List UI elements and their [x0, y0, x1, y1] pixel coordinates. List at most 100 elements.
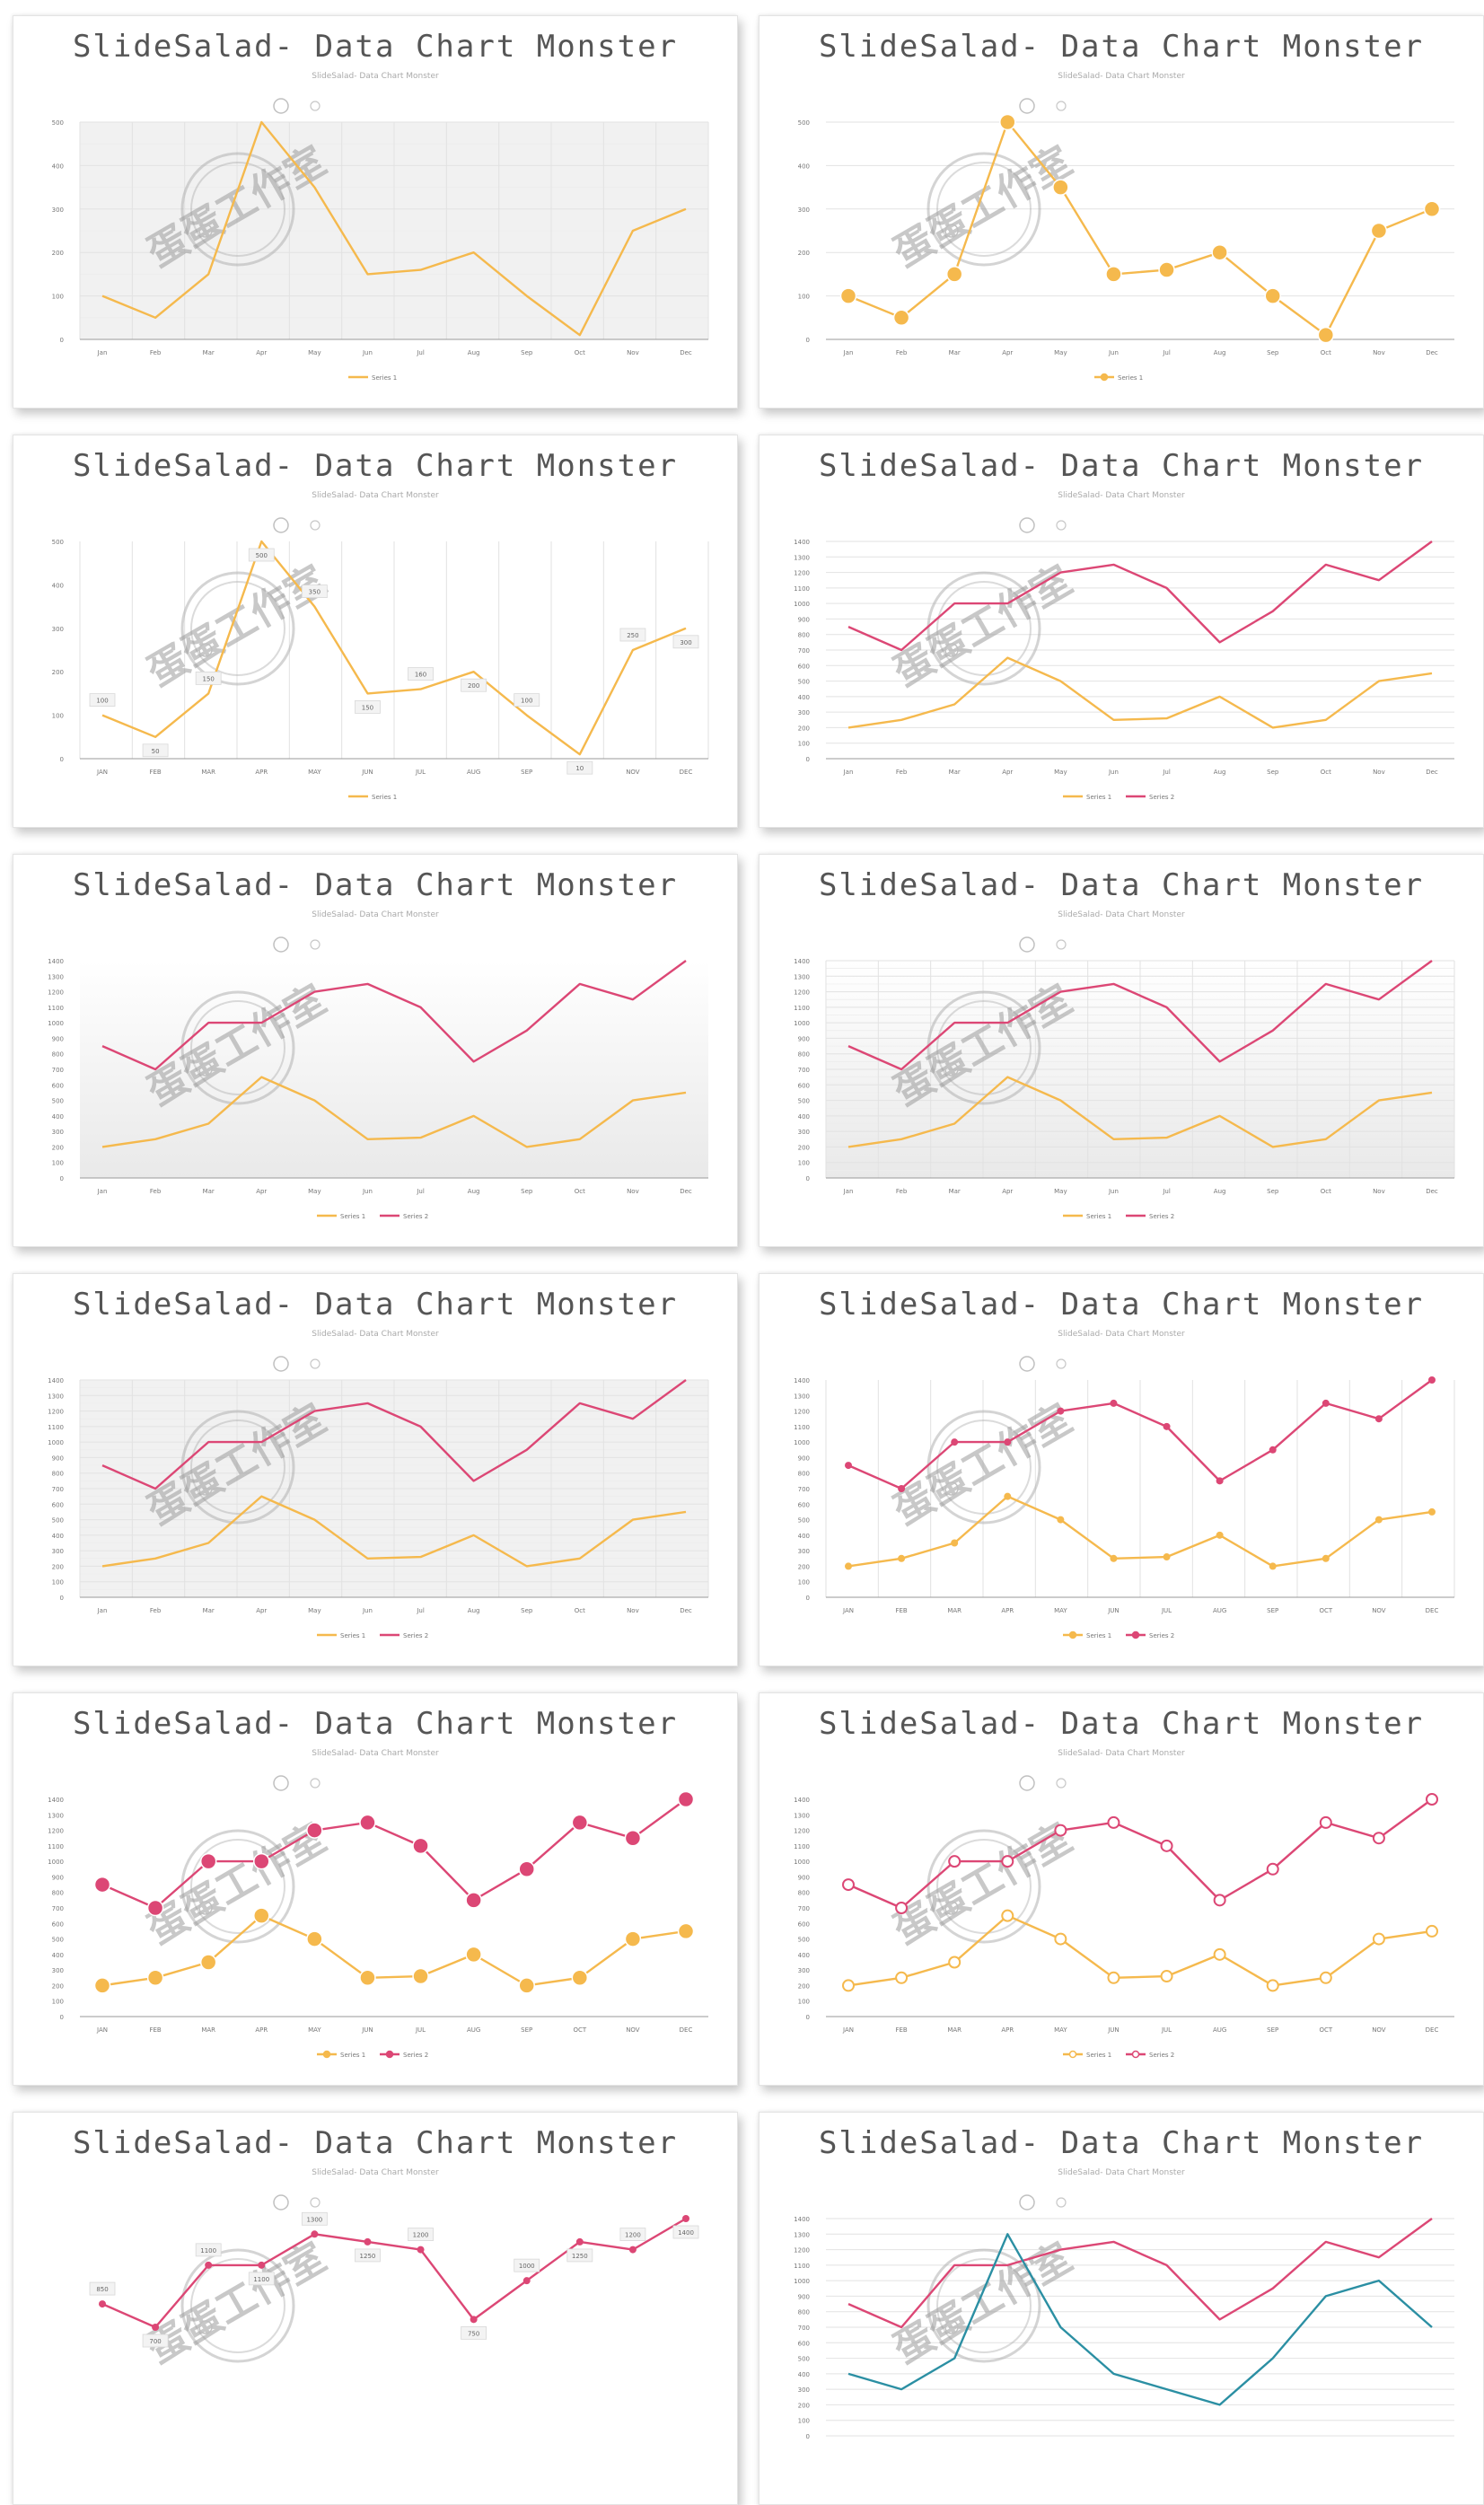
x-tick-label: Dec — [680, 349, 692, 356]
x-tick-label: Nov — [1373, 1188, 1385, 1195]
x-tick-label: MAY — [308, 2026, 321, 2034]
y-tick-label: 1000 — [48, 1859, 64, 1866]
data-point — [624, 1930, 642, 1947]
y-tick-label: 600 — [798, 1082, 810, 1089]
series-line — [101, 1495, 687, 1568]
y-tick-label: 1000 — [794, 601, 810, 608]
data-label: 300 — [680, 639, 691, 646]
x-tick-label: Jun — [1108, 1188, 1119, 1195]
y-tick-label: 900 — [52, 1874, 64, 1881]
y-tick-label: 500 — [798, 2356, 810, 2363]
data-label: 10 — [575, 765, 584, 772]
data-label: 1100 — [253, 2276, 269, 2283]
data-point — [1110, 1554, 1118, 1562]
x-tick-label: NOV — [1372, 1607, 1386, 1614]
data-point — [1216, 1531, 1224, 1539]
data-point — [412, 1837, 429, 1855]
data-label-box — [619, 628, 646, 642]
line-chart: 0 100 200 300 400 500 JAN FEB MAR APR MAY JUN JUL AUG… — [52, 517, 709, 801]
data-label-box — [301, 2211, 328, 2226]
data-label-box — [248, 548, 275, 562]
x-tick-label: May — [308, 349, 321, 356]
watermark-dot — [273, 1356, 289, 1372]
x-tick-label: JUN — [361, 2026, 373, 2034]
series-line — [847, 1076, 1433, 1148]
data-point — [571, 1814, 589, 1832]
y-tick-label: 1300 — [48, 1812, 64, 1819]
y-tick-label: 100 — [798, 2418, 810, 2425]
y-tick-label: 700 — [52, 1067, 64, 1074]
y-tick-label: 1100 — [48, 1005, 64, 1012]
line-chart: 0 100 200 300 400 500 600 700 800 900 1000 1100 1200… — [48, 936, 708, 1220]
data-point — [1052, 179, 1069, 196]
data-point — [93, 1977, 111, 1994]
x-tick-label: Jan — [843, 1188, 854, 1195]
data-label-box — [408, 2228, 434, 2241]
data-point — [1372, 1832, 1385, 1845]
y-tick-label: 500 — [798, 119, 810, 127]
watermark-seal: 蛋蛋工作室 — [886, 2194, 1080, 2373]
x-tick-label: Jul — [1162, 769, 1171, 776]
watermark-dot — [1019, 98, 1035, 114]
chart-title: SlideSalad- Data Chart Monster — [818, 448, 1425, 484]
x-tick-label: Mar — [203, 1188, 215, 1195]
x-tick-label: May — [308, 1607, 321, 1614]
x-tick-label: Jul — [416, 349, 425, 356]
watermark-dot — [273, 936, 289, 953]
x-tick-label: DEC — [680, 769, 693, 776]
data-point — [1266, 1979, 1279, 1992]
data-point — [1057, 1516, 1065, 1524]
x-tick-label: Jan — [97, 1188, 108, 1195]
series-line — [101, 960, 687, 1071]
data-label-box — [566, 2248, 593, 2263]
data-point — [258, 2261, 266, 2269]
x-tick-label: Sep — [521, 1607, 533, 1614]
y-tick-label: 1400 — [48, 1797, 64, 1804]
y-tick-label: 300 — [798, 709, 810, 716]
x-tick-label: Sep — [1267, 349, 1279, 356]
data-point — [1428, 1376, 1436, 1384]
data-point — [575, 2237, 584, 2246]
data-label-box — [566, 760, 593, 775]
data-label: 200 — [468, 682, 479, 690]
x-tick-label: Oct — [1321, 1188, 1331, 1195]
y-tick-label: 600 — [52, 1920, 64, 1928]
x-tick-label: Apr — [256, 1188, 267, 1195]
y-tick-label: 200 — [798, 250, 810, 257]
data-point — [199, 1852, 217, 1870]
legend-marker — [1100, 373, 1109, 382]
watermark-seal: 蛋蛋工作室 — [886, 517, 1080, 696]
y-tick-label: 0 — [806, 756, 810, 763]
watermark-ring — [180, 1410, 295, 1525]
data-point — [1423, 200, 1441, 218]
y-tick-label: 100 — [52, 1160, 64, 1167]
watermark-ring — [926, 571, 1041, 686]
watermark-dot — [1056, 520, 1067, 531]
y-tick-label: 300 — [52, 207, 64, 214]
legend-label: Series 1 — [340, 1213, 365, 1220]
chart-subtitle: SlideSalad- Data Chart Monster — [1058, 491, 1185, 500]
data-point — [152, 2324, 160, 2331]
legend-label: Series 1 — [340, 2052, 365, 2059]
x-tick-label: Aug — [1214, 1188, 1226, 1195]
chart-subtitle: SlideSalad- Data Chart Monster — [312, 491, 439, 500]
series-line — [101, 1076, 687, 1148]
data-point — [999, 113, 1016, 131]
y-tick-label: 700 — [52, 1486, 64, 1493]
x-tick-label: Jul — [1162, 1188, 1171, 1195]
x-tick-label: Apr — [1002, 769, 1013, 776]
data-point — [412, 1967, 429, 1985]
x-tick-label: Jun — [1108, 769, 1119, 776]
x-tick-label: JAN — [842, 1607, 854, 1614]
data-point — [898, 1485, 906, 1492]
y-tick-label: 500 — [52, 1937, 64, 1944]
y-tick-label: 900 — [798, 616, 810, 623]
legend-label: Series 1 — [1118, 374, 1143, 382]
data-point — [1322, 1554, 1330, 1562]
data-point — [306, 1930, 323, 1947]
y-tick-label: 600 — [798, 2340, 810, 2347]
data-label: 1000 — [519, 2263, 535, 2270]
chart-title: SlideSalad- Data Chart Monster — [818, 867, 1425, 903]
x-tick-label: JUN — [361, 769, 373, 776]
legend-marker — [1131, 2050, 1140, 2059]
